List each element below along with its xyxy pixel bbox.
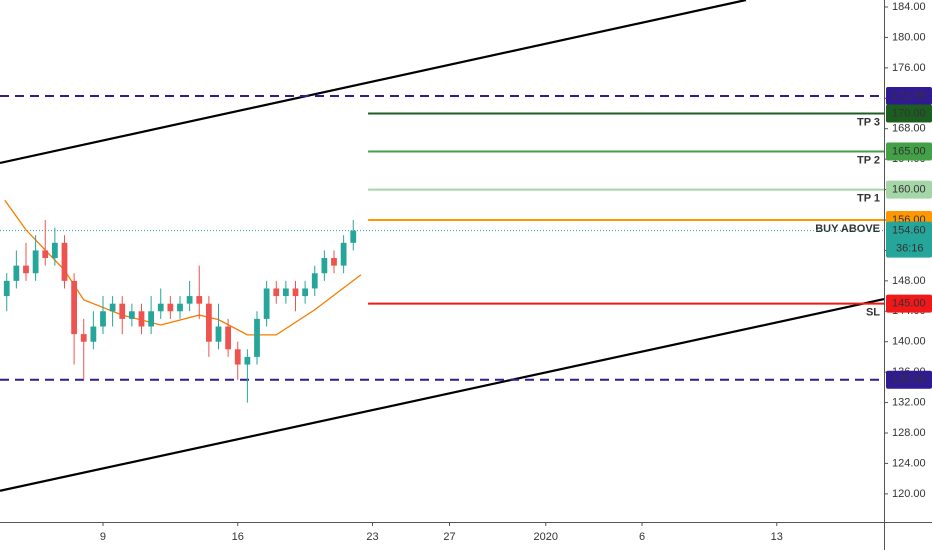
candle-body [225,326,232,350]
candle-body [138,311,145,327]
level-price-label: 145.00 [892,298,926,310]
candle-body [128,311,135,319]
candle-body [32,250,39,274]
x-tick-label: 16 [232,531,244,543]
candle-body [234,349,241,365]
y-tick-label: 132.00 [892,396,926,408]
level-name: SL [866,307,880,319]
candle-body [350,230,357,243]
level-price-box [886,104,932,123]
candle-body [13,265,20,281]
level-price-label: 170.00 [892,107,926,119]
candle-body [196,296,203,304]
level-price-label: 165.00 [892,145,926,157]
x-tick-label: 9 [100,531,106,543]
candle-body [61,242,68,281]
countdown: 36:16 [896,243,924,255]
trendline [0,298,885,492]
candle-body [273,288,280,297]
level-price-box [886,87,932,106]
y-tick-label: 184.00 [892,1,926,13]
level-name: TP 1 [857,192,880,204]
candle-body [292,288,299,297]
candle-body [340,242,347,266]
y-tick-label: 140.00 [892,336,926,348]
y-tick-label: 148.00 [892,275,926,287]
last-price-label: 154.60 [892,225,926,237]
candle-body [331,258,337,266]
level-price-label: 160.00 [892,183,926,195]
level-name: BUY ABOVE [815,223,880,235]
y-tick-label: 180.00 [892,31,926,43]
candle-body [23,265,29,274]
candle-body [80,334,87,342]
candle-body [51,242,58,259]
candle-body [205,303,212,342]
candle-body [100,311,106,327]
candle-body [167,303,174,312]
candle-body [157,303,164,312]
level-price-box [886,370,932,389]
level-price-label: 172.30 [892,90,926,102]
level-name: TP 2 [857,154,880,166]
trendline [0,0,747,165]
x-tick-label: 6 [639,531,645,543]
candle-body [186,296,193,304]
y-tick-label: 120.00 [892,488,926,500]
candle-body [215,326,222,342]
candle-body [109,303,116,312]
x-tick-label: 13 [771,531,783,543]
y-tick-label: 128.00 [892,427,926,439]
x-tick-label: 2020 [534,531,558,543]
x-tick-label: 27 [443,531,455,543]
last-price-box [886,221,932,258]
candle-body [3,280,10,297]
candle-body [263,288,270,319]
candle-body [42,250,49,259]
level-price-box [886,294,932,313]
level-price-box [886,180,932,199]
y-tick-label: 176.00 [892,62,926,74]
candle-body [254,318,260,357]
candle-body [119,303,126,319]
level-price-label: 135.00 [892,374,926,386]
candle-body [311,273,318,289]
candle-body [302,288,309,297]
candle-body [244,356,251,365]
x-tick-label: 23 [366,531,378,543]
candle-body [71,280,78,335]
level-name: TP 3 [857,116,880,128]
candle-body [282,288,289,297]
candle-body [148,311,155,327]
candle-body [90,326,97,342]
candle-body [321,258,328,274]
level-price-box [886,142,932,161]
moving-average [4,199,362,336]
y-tick-label: 124.00 [892,457,926,469]
candle-body [177,303,183,312]
y-tick-label: 168.00 [892,123,926,135]
